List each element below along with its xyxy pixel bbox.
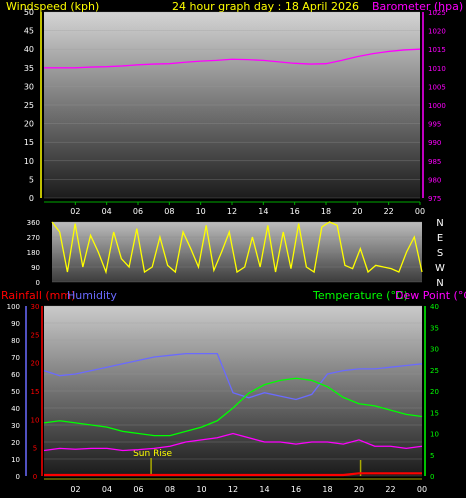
humidity-tick-label: 70 bbox=[11, 354, 20, 362]
windspeed-tick-label: 10 bbox=[24, 157, 34, 166]
top-time-tick-label: 00 bbox=[415, 207, 425, 216]
barometer-line bbox=[44, 48, 421, 69]
compass-label: N bbox=[436, 218, 443, 229]
humidity-tick-label: 10 bbox=[11, 456, 20, 464]
chart-title: 24 hour graph day : 18 April 2026 bbox=[172, 0, 359, 13]
humidity-tick-label: 30 bbox=[11, 422, 20, 430]
humidity-tick-label: 40 bbox=[11, 405, 20, 413]
humidity-tick-label: 60 bbox=[11, 371, 20, 379]
humidity-tick-label: 100 bbox=[7, 303, 20, 311]
windspeed-tick-label: 35 bbox=[24, 64, 34, 73]
barometer-tick-label: 990 bbox=[428, 139, 441, 147]
temperature-tick-label: 20 bbox=[430, 388, 439, 396]
winddir-tick-label: 90 bbox=[31, 264, 40, 272]
windspeed-tick-label: 40 bbox=[24, 45, 34, 54]
temperature-tick-label: 40 bbox=[430, 303, 439, 311]
temperature-tick-label: 30 bbox=[430, 346, 439, 354]
barometer-tick-label: 1015 bbox=[428, 46, 446, 54]
top-time-tick-label: 08 bbox=[164, 207, 174, 216]
barometer-axis-title: Barometer (hpa) bbox=[372, 0, 463, 13]
rainfall-tick-label: 0 bbox=[33, 473, 37, 481]
temperature-tick-label: 0 bbox=[430, 473, 434, 481]
winddir-tick-label: 360 bbox=[27, 219, 40, 227]
bottom-time-tick-label: 10 bbox=[196, 485, 206, 494]
top-time-tick-label: 16 bbox=[290, 207, 300, 216]
windspeed-tick-label: 25 bbox=[24, 101, 34, 110]
top-time-tick-label: 14 bbox=[258, 207, 268, 216]
humidity-axis-title: Humidity bbox=[67, 289, 117, 302]
temperature-tick-label: 25 bbox=[430, 367, 439, 375]
bottom-time-tick-label: 14 bbox=[259, 485, 269, 494]
temperature-tick-label: 10 bbox=[430, 431, 439, 439]
rainfall-tick-label: 10 bbox=[31, 416, 40, 424]
top-time-tick-label: 18 bbox=[321, 207, 331, 216]
compass-label: S bbox=[437, 248, 443, 259]
dewpoint-axis-title: Dew Point (°C) bbox=[395, 289, 466, 302]
barometer-tick-label: 1005 bbox=[428, 83, 446, 91]
windspeed-tick-label: 50 bbox=[24, 8, 34, 17]
compass-label: E bbox=[437, 233, 443, 244]
temperature-tick-label: 5 bbox=[430, 452, 434, 460]
humidity-line bbox=[43, 352, 423, 401]
bottom-time-tick-label: 06 bbox=[133, 485, 143, 494]
top-time-tick-label: 02 bbox=[70, 207, 80, 216]
humidity-tick-label: 20 bbox=[11, 439, 20, 447]
temperature-tick-label: 15 bbox=[430, 409, 439, 417]
bottom-time-tick-label: 08 bbox=[165, 485, 175, 494]
winddir-tick-label: 180 bbox=[27, 249, 40, 257]
top-time-tick-label: 06 bbox=[133, 207, 143, 216]
windspeed-tick-label: 15 bbox=[24, 138, 34, 147]
barometer-tick-label: 980 bbox=[428, 176, 441, 184]
sunrise-label: Sun Rise bbox=[133, 449, 172, 459]
windspeed-tick-label: 5 bbox=[29, 175, 34, 184]
bottom-time-tick-label: 00 bbox=[417, 485, 427, 494]
barometer-tick-label: 1010 bbox=[428, 65, 446, 73]
compass-label: N bbox=[436, 278, 443, 289]
humidity-tick-label: 0 bbox=[16, 473, 20, 481]
temperature-axis-title: Temperature (°C) bbox=[312, 289, 408, 302]
top-time-tick-label: 12 bbox=[227, 207, 237, 216]
rainfall-tick-label: 20 bbox=[31, 360, 40, 368]
barometer-tick-label: 985 bbox=[428, 158, 441, 166]
top-time-tick-label: 10 bbox=[196, 207, 206, 216]
bottom-time-tick-label: 12 bbox=[228, 485, 238, 494]
winddir-tick-label: 270 bbox=[27, 234, 40, 242]
bottom-time-tick-label: 16 bbox=[291, 485, 301, 494]
barometer-tick-label: 1000 bbox=[428, 102, 446, 110]
rainfall-tick-label: 30 bbox=[31, 303, 40, 311]
top-time-tick-label: 20 bbox=[352, 207, 362, 216]
rainfall-tick-label: 25 bbox=[31, 331, 40, 339]
windspeed-tick-label: 0 bbox=[29, 194, 34, 203]
barometer-tick-label: 975 bbox=[428, 195, 441, 203]
temperature-line bbox=[43, 377, 423, 437]
rainfall-axis-title: Rainfall (mm) bbox=[1, 289, 75, 302]
bottom-time-tick-label: 20 bbox=[354, 485, 364, 494]
windspeed-tick-label: 30 bbox=[24, 82, 34, 91]
barometer-tick-label: 1020 bbox=[428, 28, 446, 36]
winddir-tick-label: 0 bbox=[36, 279, 40, 287]
humidity-tick-label: 80 bbox=[11, 337, 20, 345]
windspeed-axis-title: Windspeed (kph) bbox=[6, 0, 99, 13]
windspeed-tick-label: 20 bbox=[24, 120, 34, 129]
bottom-time-tick-label: 22 bbox=[385, 485, 395, 494]
barometer-tick-label: 1025 bbox=[428, 9, 446, 17]
compass-label: W bbox=[435, 263, 445, 274]
rainfall-tick-label: 15 bbox=[31, 388, 40, 396]
winddir-line bbox=[51, 221, 423, 275]
windspeed-tick-label: 45 bbox=[24, 27, 34, 36]
bottom-time-tick-label: 02 bbox=[70, 485, 80, 494]
humidity-tick-label: 90 bbox=[11, 320, 20, 328]
humidity-tick-label: 50 bbox=[11, 388, 20, 396]
rainfall-line bbox=[44, 472, 422, 477]
dewpoint-line bbox=[43, 432, 423, 452]
top-time-tick-label: 04 bbox=[102, 207, 112, 216]
barometer-tick-label: 995 bbox=[428, 121, 441, 129]
rainfall-tick-label: 5 bbox=[33, 445, 37, 453]
bottom-time-tick-label: 04 bbox=[102, 485, 112, 494]
top-time-tick-label: 22 bbox=[384, 207, 394, 216]
bottom-time-tick-label: 18 bbox=[322, 485, 332, 494]
temperature-tick-label: 35 bbox=[430, 324, 439, 332]
